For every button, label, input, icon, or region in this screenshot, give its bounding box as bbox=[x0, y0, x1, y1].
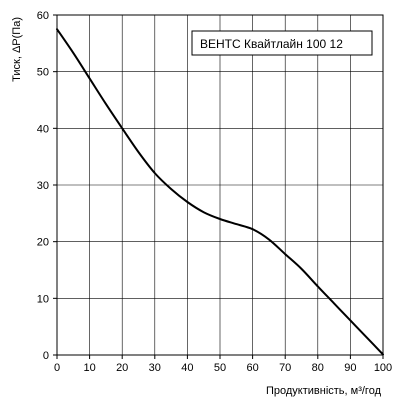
y-tick-label: 10 bbox=[37, 293, 49, 305]
legend-box bbox=[191, 30, 373, 56]
x-tick-label: 40 bbox=[181, 362, 193, 374]
x-tick-label: 30 bbox=[149, 362, 161, 374]
x-tick-label: 80 bbox=[312, 362, 324, 374]
x-tick-label: 20 bbox=[116, 362, 128, 374]
y-tick-label: 0 bbox=[43, 350, 49, 362]
y-ticks: 0 10 20 30 40 50 60 bbox=[37, 10, 57, 362]
x-tick-label: 90 bbox=[344, 362, 356, 374]
y-tick-label: 40 bbox=[37, 123, 49, 135]
y-tick-label: 30 bbox=[37, 180, 49, 192]
x-tick-label: 50 bbox=[214, 362, 226, 374]
y-axis-label: Тиск, ΔP(Па) bbox=[11, 17, 23, 82]
series-line bbox=[56, 28, 384, 356]
legend: ВЕНТС Квайтлайн 100 12 bbox=[191, 30, 373, 56]
y-tick-label: 50 bbox=[37, 67, 49, 79]
legend-label: ВЕНТС Квайтлайн 100 12 bbox=[200, 37, 343, 51]
y-tick-label: 20 bbox=[37, 237, 49, 249]
x-tick-label: 60 bbox=[246, 362, 258, 374]
x-ticks: 0 10 20 30 40 50 60 70 80 90 100 bbox=[54, 355, 392, 374]
x-tick-label: 100 bbox=[374, 362, 392, 374]
x-axis-label: Продуктивність, м³/год bbox=[266, 385, 382, 397]
x-tick-label: 70 bbox=[279, 362, 291, 374]
y-tick-label: 60 bbox=[37, 10, 49, 22]
x-tick-label: 0 bbox=[54, 362, 60, 374]
plot-frame bbox=[56, 14, 384, 356]
x-tick-label: 10 bbox=[83, 362, 95, 374]
